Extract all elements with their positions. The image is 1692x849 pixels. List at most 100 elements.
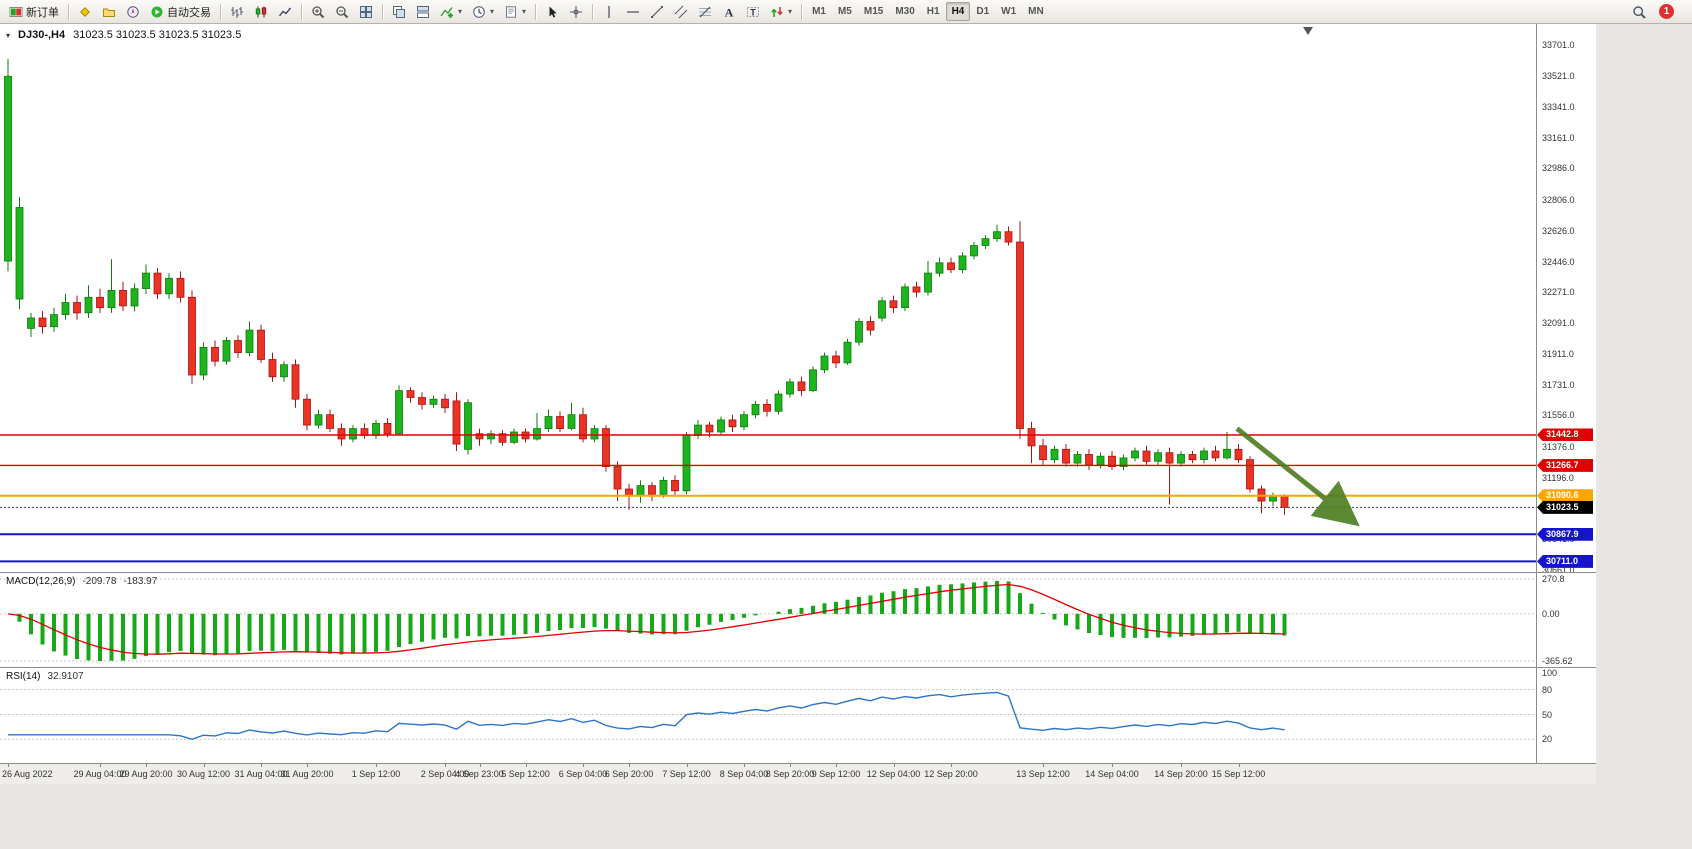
time-axis-label: 4 Sep 23:00: [455, 769, 504, 779]
time-axis-tick: [445, 764, 446, 767]
zoom-out-button[interactable]: [330, 2, 354, 22]
profiles-button[interactable]: [97, 2, 121, 22]
cascade-windows-button[interactable]: [387, 2, 411, 22]
price-axis-label: 33521.0: [1542, 71, 1575, 82]
trendline-icon: [650, 5, 664, 19]
ohlc-readout: 31023.5 31023.5 31023.5 31023.5: [73, 29, 242, 41]
price-axis-label: 31556.0: [1542, 410, 1575, 421]
time-axis-tick: [261, 764, 262, 767]
price-chart-canvas[interactable]: [0, 24, 1536, 572]
price-axis-label: 33161.0: [1542, 133, 1575, 144]
chart-bars-button[interactable]: [225, 2, 249, 22]
equidistant-channel-button[interactable]: [669, 2, 693, 22]
hline-price-tag: 31266.7: [1537, 458, 1593, 472]
price-axis-label: 31731.0: [1542, 380, 1575, 391]
price-axis-label: 0.00: [1542, 608, 1560, 619]
hline-price-tag: 31442.8: [1537, 428, 1593, 442]
market-watch-icon: [78, 5, 92, 19]
arrows-tool-icon: [770, 5, 784, 19]
arrange-icon: [416, 5, 430, 19]
text-label-button[interactable]: T: [741, 2, 765, 22]
new-order-button[interactable]: 新订单: [4, 2, 64, 22]
search-icon: [1632, 5, 1646, 19]
panel-divider[interactable]: [0, 572, 1596, 573]
time-axis-label: 14 Sep 20:00: [1154, 769, 1208, 779]
hline-price-tag: 30711.0: [1537, 554, 1593, 568]
time-axis-label: 6 Sep 04:00: [558, 769, 608, 779]
timeframe-mn-button[interactable]: MN: [1022, 2, 1050, 21]
new-order-label: 新订单: [26, 6, 59, 19]
dropdown-caret-icon[interactable]: ▾: [458, 7, 463, 16]
timeframe-m5-button[interactable]: M5: [832, 2, 858, 21]
time-axis-tick: [8, 764, 9, 767]
trendline-button[interactable]: [645, 2, 669, 22]
autotrading-button[interactable]: 自动交易: [145, 2, 216, 22]
time-axis-label: 9 Sep 12:00: [811, 769, 861, 779]
dropdown-caret-icon[interactable]: ▾: [522, 7, 527, 16]
price-axis[interactable]: 33701.0 33521.0 33341.0 33161.0 32986.0 32806…: [1536, 24, 1596, 763]
chart-bars-icon: [230, 5, 244, 19]
market-watch-button[interactable]: [73, 2, 97, 22]
zoom-in-icon: [311, 5, 325, 19]
price-axis-label: 32446.0: [1542, 256, 1575, 267]
templates-button[interactable]: ▾: [499, 2, 531, 22]
one-click-trading-arrow-icon[interactable]: ▾: [6, 30, 11, 40]
time-axis-tick: [893, 764, 895, 767]
timeframe-m1-button[interactable]: M1: [806, 2, 832, 21]
timeframe-h1-button[interactable]: H1: [921, 2, 946, 21]
text-button[interactable]: A: [717, 2, 741, 22]
timeframe-d1-button[interactable]: D1: [970, 2, 995, 21]
macd-panel-canvas[interactable]: [0, 573, 1536, 667]
time-axis-tick: [203, 764, 205, 767]
dropdown-caret-icon[interactable]: ▾: [788, 7, 793, 16]
time-axis-tick: [1112, 764, 1113, 767]
crosshair-button[interactable]: [564, 2, 588, 22]
time-axis[interactable]: 26 Aug 2022 29 Aug 04:00 29 Aug 20:00 30 Au…: [0, 763, 1596, 784]
chart-line-button[interactable]: [273, 2, 297, 22]
autotrading-label: 自动交易: [167, 6, 211, 19]
price-axis-label: 32091.0: [1542, 318, 1575, 329]
notification-badge[interactable]: 1: [1659, 4, 1674, 19]
new-order-icon: [9, 5, 23, 19]
price-axis-label: 31911.0: [1542, 349, 1574, 360]
autotrading-icon: [150, 5, 164, 19]
arrows-button[interactable]: ▾: [765, 2, 797, 22]
panel-divider[interactable]: [0, 667, 1596, 668]
time-axis-label: 5 Sep 12:00: [501, 769, 550, 779]
trend-arrow: [1235, 426, 1360, 527]
horizontal-line-button[interactable]: [621, 2, 645, 22]
price-axis-label: -365.62: [1542, 656, 1573, 666]
periods-button[interactable]: ▾: [467, 2, 499, 22]
timeframe-w1-button[interactable]: W1: [995, 2, 1022, 21]
time-axis-tick: [583, 764, 584, 767]
rsi-panel-canvas[interactable]: [0, 668, 1536, 762]
current-price-tag: 31023.5: [1537, 500, 1593, 514]
price-axis-label: 270.8: [1542, 574, 1565, 584]
navigator-icon: [126, 5, 140, 19]
timeframe-h4-button[interactable]: H4: [945, 2, 971, 21]
fibonacci-button[interactable]: [693, 2, 717, 22]
navigator-button[interactable]: [121, 2, 145, 22]
vline-icon: [602, 5, 616, 19]
timeframe-m30-button[interactable]: M30: [889, 2, 920, 21]
time-axis-tick: [146, 764, 147, 767]
time-axis-label: 8 Sep 20:00: [765, 769, 815, 779]
cascade-icon: [392, 5, 406, 19]
templates-icon: [504, 5, 518, 19]
chart-candles-button[interactable]: [249, 2, 273, 22]
dropdown-caret-icon[interactable]: ▾: [490, 7, 495, 16]
vertical-line-button[interactable]: [597, 2, 621, 22]
price-axis-label: 32271.0: [1542, 286, 1575, 297]
macd-name: MACD(12,26,9): [6, 576, 76, 587]
crosshair-icon: [569, 5, 583, 19]
tile-windows-button[interactable]: [354, 2, 378, 22]
arrange-windows-button[interactable]: [411, 2, 435, 22]
rsi-name: RSI(14): [6, 671, 41, 682]
cursor-button[interactable]: [540, 2, 564, 22]
time-axis-label: 31 Aug 20:00: [280, 769, 334, 779]
time-axis-tick: [479, 764, 481, 767]
search-button[interactable]: [1627, 2, 1651, 22]
timeframe-m15-button[interactable]: M15: [858, 2, 889, 21]
zoom-in-button[interactable]: [306, 2, 330, 22]
indicators-button[interactable]: ▾: [435, 2, 467, 22]
